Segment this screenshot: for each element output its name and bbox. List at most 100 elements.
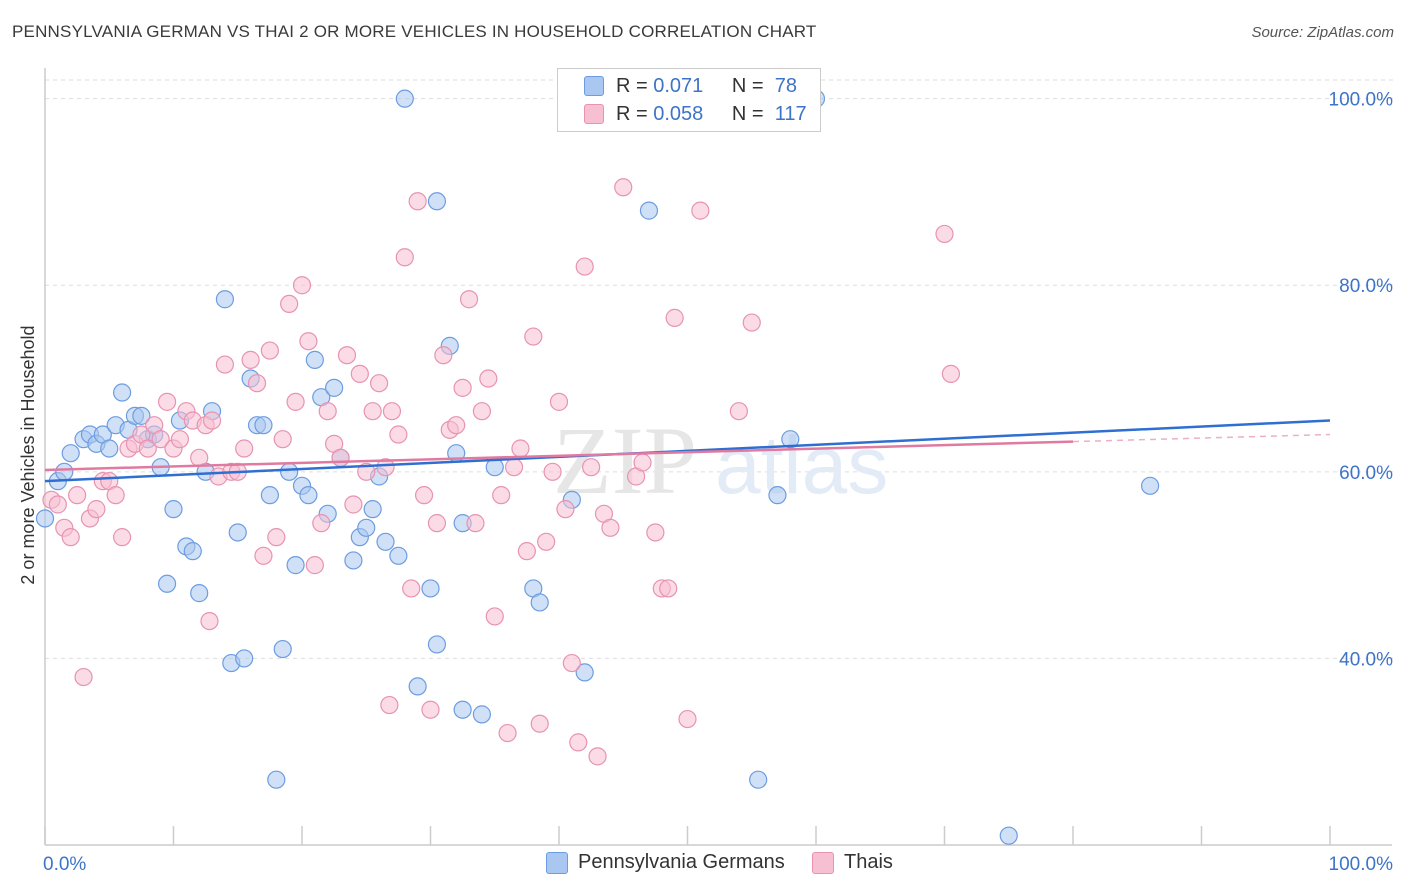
pink-data-point bbox=[935, 224, 954, 244]
n-label: N = bbox=[731, 74, 764, 97]
pink-data-point bbox=[530, 714, 549, 733]
pink-data-point bbox=[562, 653, 581, 673]
blue-data-point bbox=[395, 89, 414, 108]
blue-data-point bbox=[427, 635, 447, 654]
correlation-stats-box: R = 0.071 N = 78 R = 0.058 N = 117 bbox=[557, 68, 821, 132]
pink-data-point bbox=[138, 439, 157, 458]
pink-data-point bbox=[408, 192, 427, 211]
blue-data-point bbox=[749, 770, 768, 789]
blue-data-point bbox=[286, 556, 305, 575]
axes bbox=[44, 68, 1392, 846]
pink-data-point bbox=[524, 327, 543, 346]
blue-data-point bbox=[768, 486, 787, 505]
pink-data-point bbox=[170, 430, 190, 449]
pink-data-point bbox=[504, 458, 524, 477]
pink-data-point bbox=[61, 528, 80, 547]
pink-data-point bbox=[106, 486, 125, 505]
pink-data-point bbox=[941, 364, 961, 383]
pink-data-point bbox=[402, 579, 421, 598]
pink-data-point bbox=[498, 723, 517, 743]
n-value: 78 bbox=[774, 74, 797, 97]
pink-data-point bbox=[292, 276, 312, 295]
blue-swatch-icon bbox=[584, 76, 604, 96]
y-tick-label: 100.0% bbox=[1329, 90, 1394, 111]
pink-data-point bbox=[318, 402, 337, 421]
pink-data-point bbox=[389, 425, 408, 444]
pink-data-point bbox=[691, 201, 710, 220]
x-tick-label: 0.0% bbox=[43, 854, 86, 875]
stats-row-pennsylvania-germans: R = 0.071 N = 78 bbox=[558, 72, 797, 100]
pink-data-point bbox=[485, 607, 504, 626]
pink-trend-line bbox=[44, 440, 1074, 472]
legend-item-pennsylvania-germans[interactable]: Pennsylvania Germans bbox=[546, 851, 785, 874]
pink-data-point bbox=[537, 532, 556, 551]
pink-data-point bbox=[434, 346, 453, 365]
pink-data-point bbox=[382, 402, 402, 421]
pink-data-point bbox=[665, 308, 684, 327]
pink-data-point bbox=[380, 695, 399, 715]
pink-data-point bbox=[479, 369, 498, 388]
r-value: 0.058 bbox=[653, 102, 704, 125]
pink-data-point bbox=[305, 556, 324, 575]
y-tick-label: 60.0% bbox=[1339, 463, 1393, 484]
blue-data-point bbox=[280, 462, 299, 481]
pink-data-point bbox=[569, 733, 588, 752]
pink-data-point bbox=[357, 462, 376, 481]
pink-data-point bbox=[74, 667, 93, 687]
blue-data-point bbox=[427, 192, 447, 211]
pink-data-point bbox=[286, 392, 305, 411]
pink-data-point bbox=[742, 313, 761, 332]
pink-data-point bbox=[215, 355, 234, 374]
blue-trend-line bbox=[44, 419, 1331, 483]
pink-data-point bbox=[337, 346, 357, 365]
pink-data-point bbox=[68, 486, 87, 505]
blue-data-point bbox=[472, 705, 491, 724]
blue-data-point bbox=[357, 518, 376, 537]
pink-data-point bbox=[556, 500, 575, 519]
pink-data-point bbox=[267, 528, 286, 547]
blue-data-point bbox=[55, 462, 74, 481]
blue-data-point bbox=[421, 579, 440, 598]
blue-data-point bbox=[363, 500, 382, 519]
blue-data-point bbox=[408, 677, 427, 696]
blue-data-point bbox=[235, 649, 254, 668]
blue-data-point bbox=[305, 350, 324, 369]
pink-data-point bbox=[299, 332, 318, 351]
blue-data-point bbox=[61, 444, 80, 463]
pink-data-point bbox=[421, 700, 440, 719]
pink-data-point bbox=[254, 546, 273, 565]
pink-data-point bbox=[646, 523, 665, 542]
blue-data-point bbox=[453, 700, 472, 719]
n-label: N = bbox=[731, 102, 764, 125]
legend-item-thais[interactable]: Thais bbox=[812, 851, 893, 874]
blue-data-point bbox=[1140, 476, 1160, 495]
blue-data-point bbox=[389, 546, 408, 565]
n-value: 117 bbox=[774, 102, 807, 125]
pink-data-point bbox=[260, 341, 279, 360]
pink-data-point bbox=[601, 518, 620, 537]
pink-data-point bbox=[200, 611, 219, 631]
tick-labels: 40.0% 60.0% 80.0% 100.0% 0.0% 100.0% bbox=[43, 90, 1393, 875]
gridlines bbox=[45, 79, 1395, 659]
x-tick-label: 100.0% bbox=[1329, 854, 1394, 875]
blue-data-point bbox=[112, 383, 132, 402]
blue-data-point bbox=[35, 509, 55, 528]
pink-data-point bbox=[363, 402, 382, 421]
r-label: R = bbox=[616, 102, 648, 125]
blue-data-point bbox=[100, 439, 119, 458]
pink-data-point bbox=[395, 248, 414, 267]
chart-source: Source: ZipAtlas.com bbox=[1251, 24, 1394, 41]
pink-data-point bbox=[575, 257, 594, 276]
pink-data-point bbox=[273, 430, 292, 449]
pink-swatch-icon bbox=[584, 104, 604, 124]
pink-data-point bbox=[280, 294, 299, 314]
pink-data-point bbox=[492, 486, 511, 505]
pink-data-point bbox=[48, 495, 67, 514]
pink-data-point bbox=[112, 528, 132, 547]
blue-data-point bbox=[260, 486, 279, 505]
pink-data-point bbox=[729, 402, 749, 421]
y-axis-title: 2 or more Vehicles in Household bbox=[18, 325, 38, 584]
blue-data-point bbox=[267, 770, 286, 789]
pink-data-point bbox=[235, 439, 254, 458]
pink-data-point bbox=[466, 514, 485, 533]
